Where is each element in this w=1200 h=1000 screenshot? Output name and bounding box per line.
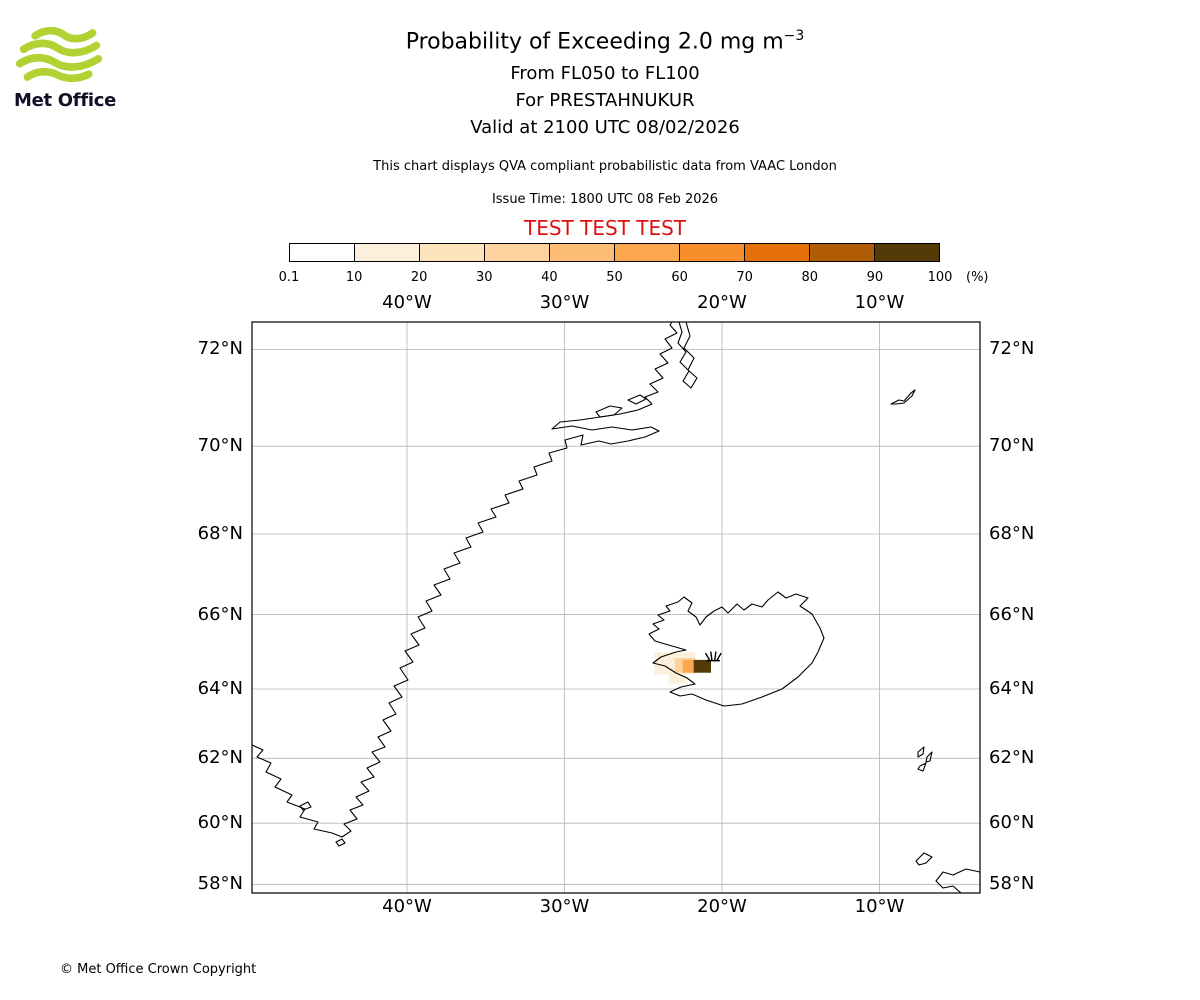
lat-label-left: 72°N [197, 338, 243, 360]
colorbar-segment [485, 244, 550, 261]
colorbar-segment [810, 244, 875, 261]
colorbar-tick-label: 40 [541, 270, 558, 285]
colorbar-segment [615, 244, 680, 261]
lat-label-right: 70°N [989, 435, 1035, 457]
coastline-greenland [251, 321, 678, 838]
colorbar-segment [355, 244, 420, 261]
coastlines [251, 321, 981, 894]
islands-faroe [917, 746, 933, 772]
title-exponent: −3 [783, 28, 805, 44]
lat-label-right: 60°N [989, 812, 1035, 834]
lat-label-left: 58°N [197, 873, 243, 895]
colorbar-tick-label: 60 [671, 270, 688, 285]
map-gridlines [252, 322, 980, 893]
colorbar-tick-label: 100 [927, 270, 953, 285]
probability-cell [682, 659, 694, 673]
met-office-logo: Met Office [14, 26, 124, 111]
lon-label-bottom: 20°W [697, 896, 747, 917]
colorbar-segment [290, 244, 355, 261]
issue-time: Issue Time: 1800 UTC 08 Feb 2026 [491, 192, 719, 207]
colorbar-segment [745, 244, 810, 261]
lat-label-left: 68°N [197, 523, 243, 544]
probability-colorbar [289, 243, 940, 262]
lat-label-left: 60°N [197, 812, 243, 834]
colorbar-tick-label: 10 [345, 270, 363, 285]
coastline-scotland-hebrides [915, 852, 981, 894]
probability-overlay [654, 652, 711, 684]
lon-label-top: 10°W [854, 292, 905, 313]
chart-description: This chart displays QVA compliant probab… [373, 159, 837, 174]
colorbar-tick-label: 70 [736, 270, 753, 285]
colorbar-tick-label: 0.1 [278, 270, 300, 285]
title-text: Probability of Exceeding 2.0 mg m [405, 29, 784, 55]
lat-label-right: 58°N [989, 873, 1035, 895]
lon-label-top: 40°W [382, 292, 432, 313]
island-jan-mayen [890, 389, 916, 405]
colorbar-segment [875, 244, 939, 261]
copyright-notice: © Met Office Crown Copyright [60, 962, 257, 977]
subtitle-flight-levels: From FL050 to FL100 [510, 63, 700, 84]
lat-label-left: 70°N [197, 435, 243, 457]
lat-label-right: 72°N [989, 338, 1035, 360]
lat-label-right: 62°N [989, 747, 1035, 769]
probability-cell [668, 672, 686, 684]
lat-label-right: 66°N [989, 603, 1035, 625]
met-office-waves-icon [15, 26, 103, 83]
colorbar-tick-label: 20 [410, 270, 428, 285]
colorbar-unit: (%) [966, 270, 989, 285]
coastline-greenland-northeast [677, 321, 698, 389]
lat-label-right: 68°N [989, 523, 1035, 544]
colorbar-tick-label: 50 [606, 270, 623, 285]
colorbar-tick-label: 80 [801, 270, 819, 285]
met-office-logo-text: Met Office [14, 90, 117, 111]
subtitle-volcano: For PRESTAHNUKUR [515, 90, 695, 111]
coastline-iceland [648, 591, 825, 707]
lat-label-right: 64°N [989, 678, 1035, 699]
page-title: Probability of Exceeding 2.0 mg m−3 [15, 28, 1195, 56]
colorbar-segment [680, 244, 745, 261]
probability-cell [693, 659, 711, 673]
lon-label-top: 20°W [697, 292, 747, 313]
lat-label-left: 62°N [197, 747, 243, 769]
lat-label-left: 64°N [197, 678, 243, 699]
lon-label-bottom: 40°W [382, 896, 432, 917]
lat-label-left: 66°N [197, 603, 243, 625]
test-banner: TEST TEST TEST [523, 216, 686, 240]
volcano-marker [705, 651, 722, 662]
colorbar-tick-label: 30 [476, 270, 493, 285]
volcano-icon [705, 651, 722, 662]
colorbar-tick-label: 90 [866, 270, 884, 285]
subtitle-valid-time: Valid at 2100 UTC 08/02/2026 [470, 117, 740, 138]
lon-label-bottom: 10°W [854, 896, 905, 917]
colorbar-tick-labels: 0.1 10 20 30 40 50 60 70 80 90 100 [279, 270, 953, 286]
map-frame [251, 321, 981, 894]
colorbar-segment [420, 244, 485, 261]
lon-label-top: 30°W [539, 292, 590, 313]
islands-scoresby [299, 394, 647, 847]
lon-label-bottom: 30°W [539, 896, 590, 917]
colorbar-segment [550, 244, 615, 261]
